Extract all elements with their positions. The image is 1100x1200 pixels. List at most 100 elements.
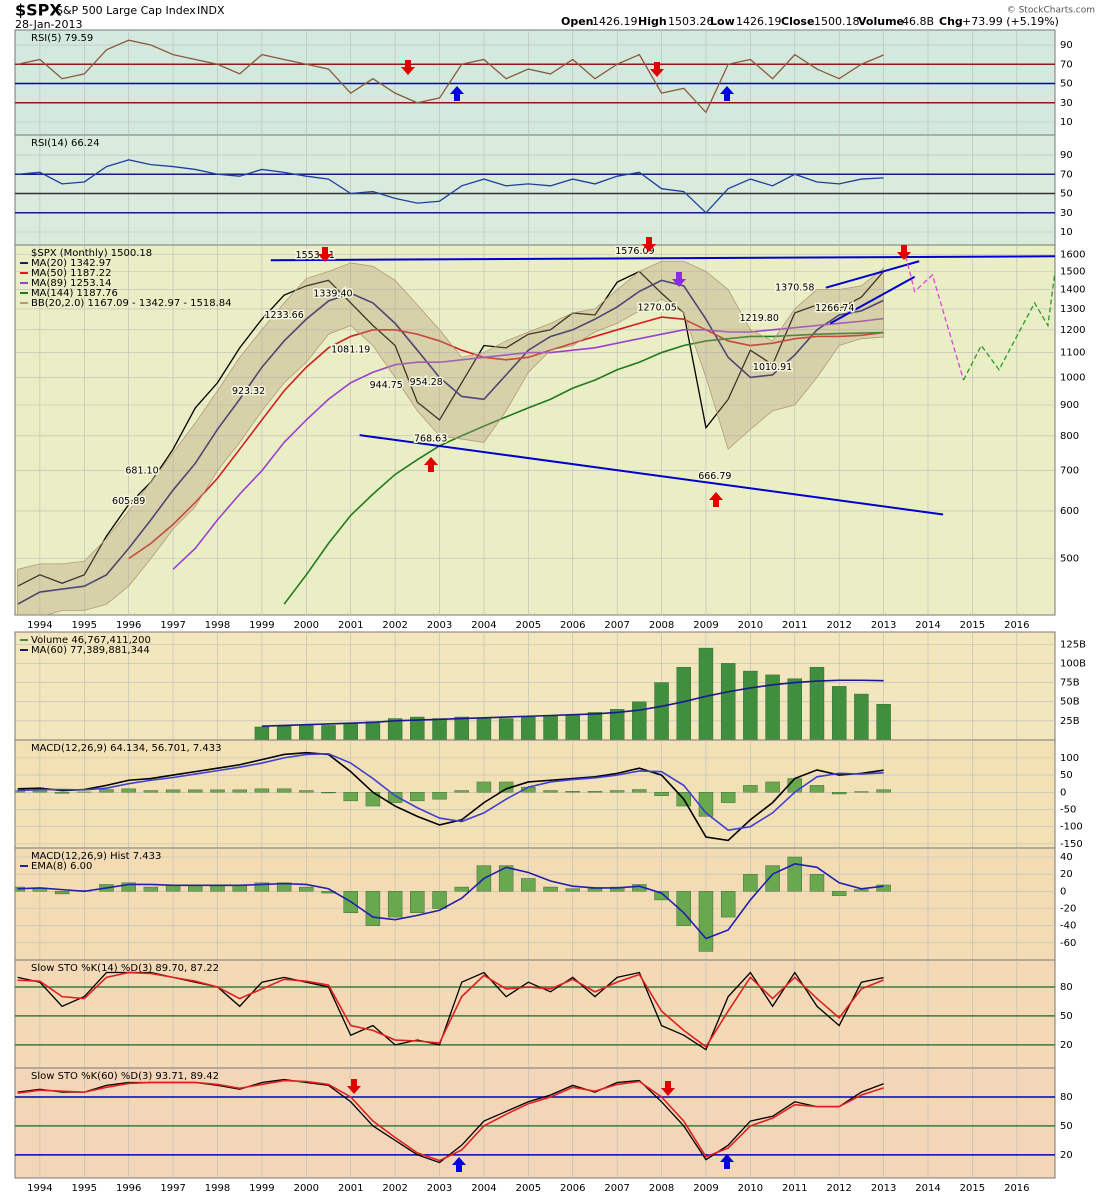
arrows [318,60,911,1172]
y-tick-label: 1500 [1060,266,1085,277]
y-tick-label: 1600 [1060,250,1085,261]
bar [854,791,869,793]
plot [15,30,1055,135]
series-line [17,971,884,1048]
bar [165,885,181,892]
plot [15,1068,1055,1178]
arrow [452,1157,466,1172]
arrow [720,1154,734,1169]
bar [432,718,447,740]
y-tick-label: 1000 [1060,372,1085,383]
panel-background [14,244,1056,616]
quote-label: Chg [939,15,963,28]
legend-entry: MA(60) 77,389,881,344 [31,645,150,656]
annotation: 944.75 [370,380,403,391]
trendline [829,275,916,325]
quote-value: 1426.19 [592,15,638,28]
x-tick-label: 2015 [960,620,985,631]
x-tick-label: 2003 [427,1183,452,1194]
legend-entry: MA(89) 1253.14 [31,278,112,289]
y-tick-label: 50 [1060,1011,1073,1022]
legend-entry: MA(144) 1187.76 [31,288,118,299]
bar [210,789,225,793]
panel-background [14,739,1056,849]
panel-title: Slow STO %K(14) %D(3) 89.70, 87.22 [31,963,219,974]
bar [743,873,758,892]
y-tick-label: 800 [1060,431,1079,442]
bar [32,790,48,793]
bar [587,791,603,793]
arrow [424,457,438,472]
y-tick-label: -150 [1060,839,1083,850]
annotation: 1370.58 [775,283,814,294]
x-tick-label: 2004 [471,620,496,631]
bar [54,891,70,895]
annotation: 954.28 [410,377,443,388]
series-line [283,331,884,605]
bar [565,791,580,793]
legend-entry: BB(20,2.0) 1167.09 - 1342.97 - 1518.84 [31,298,232,309]
annotation: 605.89 [112,496,145,507]
y-tick-label: -60 [1060,938,1076,949]
bar [165,789,181,793]
plot [15,632,1055,740]
y-tick-label: 0 [1060,787,1066,798]
panel-title: Slow STO %K(60) %D(3) 93.71, 89.42 [31,1071,219,1082]
series-line [172,317,884,570]
legend-swatch [20,272,28,274]
y-tick-label: 10 [1060,117,1073,128]
x-tick-label: 1998 [205,1183,230,1194]
bar [143,886,159,892]
x-tick-label: 2015 [960,1183,985,1194]
bar [765,781,780,793]
legend-entry: MA(50) 1187.22 [31,268,112,279]
bar [232,789,247,793]
annotation: 1270.05 [637,302,676,313]
bar [498,865,514,892]
y-tick-label: 80 [1060,1092,1073,1103]
panel-title: RSI(14) 66.24 [31,138,100,149]
legend-swatch [20,262,28,264]
x-tick-label: 1995 [72,620,97,631]
bar [876,703,891,740]
bar [587,888,603,892]
bar [454,886,469,892]
bar [254,788,270,793]
annotation: 1219.80 [740,313,779,324]
bar [787,678,802,740]
panel: 500 600 700 800 900 1000 1100 1200 1300 1400 1500 1… [14,244,1085,631]
series-line [17,270,885,587]
bar [454,716,469,740]
bar [609,709,625,740]
y-tick-label: 50B [1060,697,1080,708]
bar [410,891,425,913]
y-tick-label: 100B [1060,658,1086,669]
bar [765,674,780,740]
bar [654,792,669,796]
arrow [672,272,686,287]
panel: 10 30 50 70 90 RSI(14) 66.24 [14,134,1073,246]
bar [321,792,336,794]
header: $SPX S&P 500 Large Cap Index INDX 28-Jan… [15,1,1095,235]
panel: 20 50 80 Slow STO %K(14) %D(3) 89.70, 87.22 [14,959,1073,1069]
symbol: $SPX [15,1,62,20]
bar [476,717,492,740]
y-tick-label: 50 [1060,189,1073,200]
bar [765,865,780,892]
bar [254,882,270,892]
plot [15,960,1055,1068]
bar [720,663,736,740]
bar [543,886,558,892]
panel-title: MACD(12,26,9) Hist 7.433 [31,851,161,862]
y-tick-label: 900 [1060,400,1079,411]
panel-background [14,847,1056,961]
x-tick-label: 2010 [738,1183,763,1194]
x-tick-label: 2006 [560,620,585,631]
bar [587,712,603,740]
bar [476,781,492,793]
series-line [17,1079,884,1162]
x-tick-label: 2013 [871,1183,896,1194]
quote-value: 1500.18 [814,15,860,28]
y-tick-label: 1100 [1060,348,1085,359]
